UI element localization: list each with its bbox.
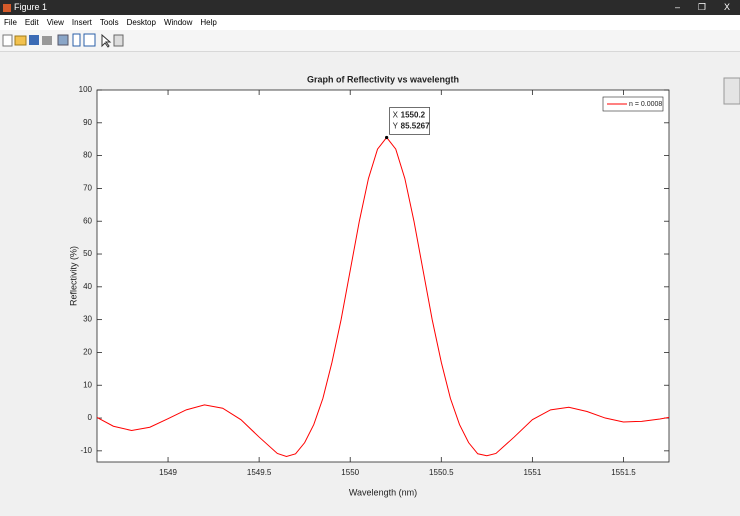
chart-title: Graph of Reflectivity vs wavelength xyxy=(307,74,459,84)
title-bar: Figure 1 – ❐ X xyxy=(0,0,740,15)
app-icon xyxy=(3,3,11,12)
axes-box xyxy=(96,89,670,463)
x-tick-label: 1549 xyxy=(159,468,177,477)
x-axis-label: Wavelength (nm) xyxy=(349,487,417,497)
datatip-x-label: X xyxy=(393,111,399,120)
link-icon[interactable] xyxy=(57,34,69,46)
x-tick-label: 1549.5 xyxy=(247,468,272,477)
pointer-icon[interactable] xyxy=(101,33,112,48)
y-tick-label: 60 xyxy=(83,216,92,225)
open-icon[interactable] xyxy=(14,35,27,46)
save-icon[interactable] xyxy=(29,35,39,45)
datatip-y-value: 85.5267 xyxy=(401,122,430,131)
x-tick-label: 1550 xyxy=(341,468,359,477)
x-tick-label: 1551 xyxy=(523,468,541,477)
y-tick-label: 50 xyxy=(83,249,92,258)
menu-item[interactable]: Tools xyxy=(99,18,119,27)
dock-button[interactable] xyxy=(723,77,740,105)
new-icon[interactable] xyxy=(2,34,13,47)
window-title: Figure 1 xyxy=(14,2,48,12)
y-tick-label: 80 xyxy=(83,151,92,160)
figure: Graph of Reflectivity vs wavelength Wave… xyxy=(68,74,740,497)
restore[interactable]: ❐ xyxy=(697,2,706,12)
menu-item[interactable]: Insert xyxy=(71,18,92,27)
y-axis-label: Reflectivity (%) xyxy=(68,246,78,306)
y-tick-label: 20 xyxy=(83,348,92,357)
legend-icon[interactable] xyxy=(83,33,96,47)
x-tick-label: 1550.5 xyxy=(429,468,454,477)
legend-box xyxy=(602,96,664,112)
y-tick-label: 100 xyxy=(79,85,93,94)
toolbar-icons xyxy=(2,33,124,48)
x-tick-label: 1551.5 xyxy=(611,468,636,477)
datatip-y-label: Y xyxy=(393,122,399,131)
menu-item[interactable]: Window xyxy=(163,18,193,27)
datatip-box xyxy=(389,107,430,135)
datatip-marker xyxy=(385,135,389,140)
menu-item[interactable]: File xyxy=(4,18,17,27)
y-tick-label: 70 xyxy=(83,184,92,193)
y-tick-label: 90 xyxy=(83,118,92,127)
menu-item[interactable]: View xyxy=(46,18,64,27)
legend-label: n = 0.0008 xyxy=(629,101,662,108)
property-icon[interactable] xyxy=(113,34,124,47)
y-tick-label: 40 xyxy=(83,282,92,291)
y-tick-label: 10 xyxy=(83,380,92,389)
menu-bar: File Edit View Insert Tools Desktop Window Help xyxy=(0,15,740,30)
y-tick-label: 0 xyxy=(88,413,93,422)
y-tick-label: -10 xyxy=(80,446,92,455)
datatip-x-value: 1550.2 xyxy=(401,111,426,120)
menu-item[interactable]: Help xyxy=(200,18,217,27)
y-tick-label: 30 xyxy=(83,315,92,324)
menu-item[interactable]: Edit xyxy=(24,18,39,27)
toolbar xyxy=(0,30,740,52)
minimize[interactable]: – xyxy=(674,2,680,12)
colorbar-icon[interactable] xyxy=(72,33,81,47)
close[interactable]: X xyxy=(723,2,730,12)
menu-item[interactable]: Desktop xyxy=(126,18,156,27)
print-icon[interactable] xyxy=(42,36,52,45)
